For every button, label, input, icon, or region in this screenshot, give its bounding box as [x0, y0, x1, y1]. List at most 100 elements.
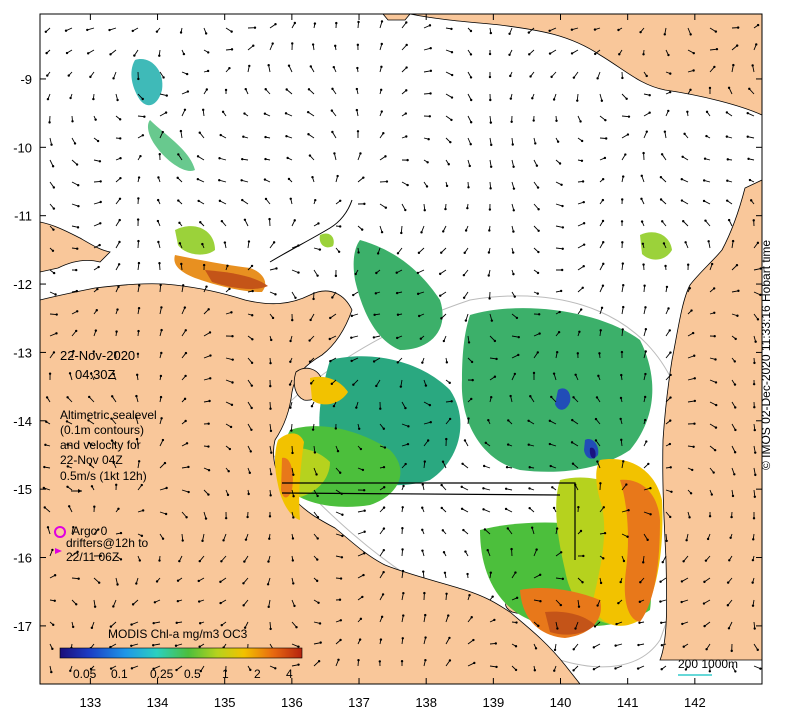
velocity-arrow-head	[207, 445, 210, 448]
velocity-arrow-head	[179, 129, 183, 133]
velocity-arrow-head	[710, 262, 714, 266]
velocity-arrow-head	[621, 76, 624, 80]
velocity-arrow-head	[684, 241, 687, 244]
velocity-arrow-head	[494, 642, 498, 645]
velocity-arrow-head	[466, 206, 469, 210]
velocity-arrow-head	[712, 287, 716, 290]
velocity-arrow-head	[50, 670, 53, 674]
velocity-arrow-head	[130, 667, 134, 670]
velocity-arrow-head	[642, 53, 645, 56]
velocity-arrow-head	[117, 507, 120, 510]
velocity-arrow-head	[152, 621, 155, 625]
velocity-arrow-head	[313, 22, 317, 25]
velocity-arrow-head	[685, 539, 688, 542]
velocity-arrow-head	[490, 319, 494, 322]
velocity-arrow-head	[570, 52, 574, 55]
velocity-arrow-head	[660, 668, 663, 671]
velocity-arrow-head	[264, 88, 267, 91]
velocity-arrow-head	[77, 577, 80, 580]
velocity-arrow-head	[359, 152, 362, 155]
velocity-arrow-head	[380, 65, 383, 69]
velocity-arrow-head	[160, 328, 163, 332]
velocity-arrow-head	[578, 330, 581, 334]
velocity-arrow-head	[663, 130, 667, 133]
velocity-arrow-head	[469, 143, 472, 146]
velocity-arrow-head	[160, 417, 163, 420]
velocity-arrow-head	[535, 164, 539, 167]
velocity-arrow-head	[689, 492, 693, 495]
velocity-arrow-head	[620, 373, 623, 377]
velocity-arrow-head	[334, 427, 338, 430]
argo-marker-icon	[54, 526, 66, 538]
velocity-arrow-head	[175, 668, 178, 672]
velocity-arrow-head	[315, 473, 318, 476]
velocity-arrow-head	[295, 626, 298, 629]
velocity-arrow-head	[582, 265, 585, 268]
velocity-arrow-head	[713, 448, 717, 452]
velocity-arrow-head	[600, 99, 604, 102]
velocity-arrow-head	[180, 262, 183, 266]
velocity-arrow-head	[55, 332, 58, 335]
velocity-arrow-head	[230, 30, 233, 33]
velocity-arrow-head	[137, 77, 140, 81]
velocity-arrow-head	[72, 526, 75, 529]
velocity-arrow-head	[426, 439, 430, 442]
velocity-arrow-head	[508, 53, 511, 56]
sealevel-line-1: Altimetric sealevel	[60, 408, 157, 422]
velocity-arrow-head	[488, 229, 491, 232]
velocity-arrow-head	[703, 624, 706, 628]
velocity-arrow-head	[705, 110, 709, 114]
velocity-arrow-head	[641, 242, 645, 246]
velocity-arrow-head	[118, 218, 121, 222]
velocity-arrow-head	[275, 267, 278, 270]
velocity-arrow-head	[140, 534, 144, 538]
land-png-islet	[382, 14, 411, 21]
velocity-arrow-head	[443, 571, 447, 574]
velocity-arrow-head	[405, 89, 408, 92]
velocity-arrow-head	[197, 579, 200, 583]
velocity-arrow-head	[92, 97, 95, 101]
velocity-arrow-head	[471, 378, 474, 382]
velocity-arrow-head	[75, 329, 78, 333]
velocity-arrow-head	[746, 135, 749, 138]
velocity-arrow-head	[291, 42, 294, 45]
velocity-arrow-head	[308, 339, 311, 342]
lat-tick-label: -9	[20, 72, 32, 87]
velocity-arrow-head	[272, 241, 276, 244]
velocity-arrow-head	[114, 351, 117, 354]
velocity-arrow-head	[620, 350, 624, 354]
velocity-arrow-head	[556, 627, 559, 630]
velocity-arrow-head	[52, 623, 55, 627]
velocity-arrow-head	[693, 354, 696, 357]
velocity-arrow-head	[592, 668, 596, 671]
velocity-arrow-head	[313, 451, 317, 454]
velocity-arrow-head	[152, 667, 155, 670]
velocity-arrow-head	[292, 473, 295, 476]
velocity-arrow-head	[550, 395, 553, 399]
velocity-arrow-head	[581, 286, 584, 290]
velocity-arrow-head	[86, 52, 90, 55]
velocity-arrow-head	[330, 382, 334, 386]
velocity-arrow-head	[153, 601, 157, 604]
velocity-arrow-head	[514, 571, 517, 574]
velocity-arrow-head	[362, 176, 365, 179]
velocity-arrow-head	[467, 341, 471, 344]
velocity-arrow-head	[559, 603, 563, 607]
velocity-arrow-head	[402, 484, 405, 488]
velocity-arrow-head	[118, 118, 122, 121]
velocity-arrow-head	[582, 200, 585, 204]
velocity-arrow-head	[363, 530, 366, 533]
velocity-arrow-head	[550, 75, 553, 79]
velocity-arrow-head	[662, 242, 666, 245]
velocity-arrow-head	[601, 284, 605, 287]
colorbar-tick-label: 0.1	[111, 667, 128, 681]
velocity-arrow-head	[489, 121, 493, 124]
sealevel-line-2: (0.1m contours)	[60, 423, 145, 437]
velocity-arrow-head	[689, 33, 692, 36]
velocity-arrow-head	[509, 394, 512, 398]
velocity-arrow-head	[683, 132, 686, 136]
velocity-arrow-head	[186, 90, 190, 93]
velocity-arrow-head	[626, 535, 629, 538]
velocity-arrow-head	[158, 153, 161, 156]
velocity-arrow-head	[264, 135, 267, 139]
